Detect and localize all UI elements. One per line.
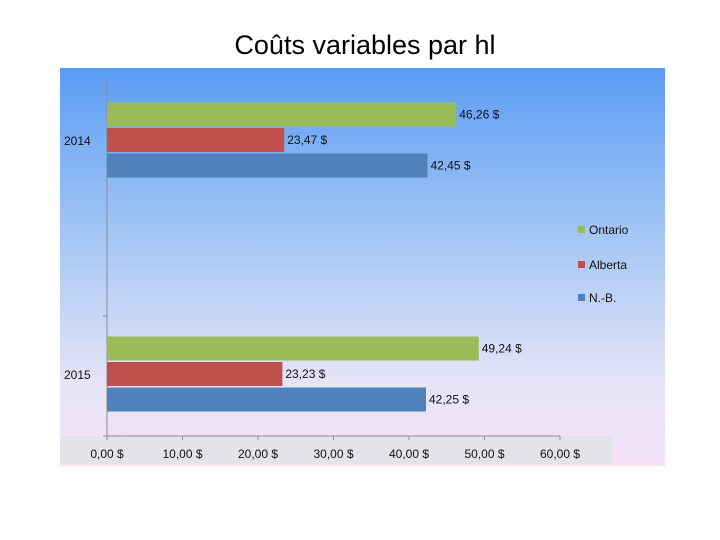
legend-label: N.-B.: [589, 291, 616, 305]
chart-title: Coûts variables par hl: [234, 30, 496, 60]
data-label: 46,26 $: [459, 108, 499, 122]
x-tick-label: 60,00 $: [540, 447, 580, 461]
category-label: 2015: [64, 368, 91, 382]
bar-nb: [107, 387, 426, 412]
data-label: 42,45 $: [430, 159, 470, 173]
legend-swatch: [578, 261, 585, 268]
bar-ontario: [107, 336, 479, 361]
x-tick-label: 10,00 $: [162, 447, 202, 461]
x-tick-label: 30,00 $: [313, 447, 353, 461]
data-label: 49,24 $: [482, 342, 522, 356]
bar-alberta: [107, 362, 283, 386]
legend-swatch: [578, 226, 585, 233]
bar-ontario: [107, 102, 457, 127]
bar-alberta: [107, 128, 285, 152]
x-tick-label: 0,00 $: [90, 447, 124, 461]
legend-label: Ontario: [589, 223, 629, 237]
data-label: 42,25 $: [429, 393, 469, 407]
data-label: 23,23 $: [285, 367, 325, 381]
data-label: 23,47 $: [287, 133, 327, 147]
x-tick-label: 20,00 $: [238, 447, 278, 461]
category-label: 2014: [64, 134, 91, 148]
bar-nb: [107, 153, 428, 178]
x-tick-label: 50,00 $: [464, 447, 504, 461]
legend-label: Alberta: [589, 258, 627, 272]
tick-strip: [60, 436, 612, 464]
legend-swatch: [578, 294, 585, 301]
x-tick-label: 40,00 $: [389, 447, 429, 461]
